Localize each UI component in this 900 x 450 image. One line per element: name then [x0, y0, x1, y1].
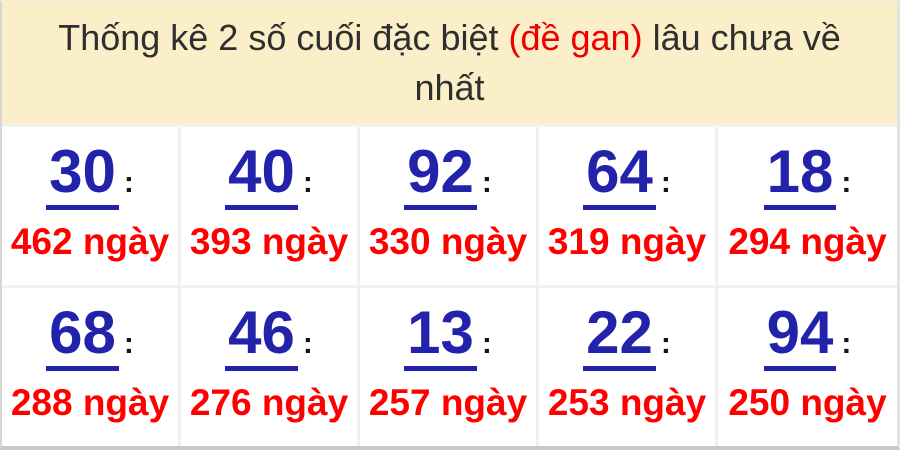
- number-row: 22 :: [583, 302, 671, 372]
- colon-separator: :: [123, 165, 134, 199]
- title-highlight-de-gan: (đề gan): [508, 17, 643, 58]
- panel-title: Thống kê 2 số cuối đặc biệt (đề gan) lâu…: [2, 2, 897, 124]
- number-row: 64 :: [583, 141, 671, 211]
- number-row: 46 :: [225, 302, 313, 372]
- colon-separator: :: [841, 326, 852, 360]
- title-text-end: lâu chưa về: [642, 17, 841, 58]
- number-row: 18 :: [763, 141, 852, 211]
- gan-cell: 68 : 288 ngày: [2, 285, 181, 446]
- colon-separator: :: [481, 165, 492, 199]
- colon-separator: :: [302, 326, 313, 360]
- number-row: 13 :: [404, 302, 492, 372]
- number-link[interactable]: 40: [225, 141, 298, 211]
- number-row: 30 :: [46, 141, 134, 211]
- days-count: 462 ngày: [10, 221, 170, 263]
- colon-separator: :: [481, 326, 492, 360]
- number-link[interactable]: 64: [583, 141, 656, 211]
- number-row: 40 :: [225, 141, 313, 211]
- days-count: 253 ngày: [547, 382, 707, 424]
- number-row: 92 :: [404, 141, 492, 211]
- colon-separator: :: [660, 165, 671, 199]
- number-link[interactable]: 22: [583, 302, 656, 372]
- days-count: 319 ngày: [547, 221, 707, 263]
- number-row: 94 :: [763, 302, 852, 372]
- days-count: 330 ngày: [368, 221, 528, 263]
- days-count: 288 ngày: [10, 382, 170, 424]
- colon-separator: :: [660, 326, 671, 360]
- days-count: 257 ngày: [368, 382, 528, 424]
- number-link[interactable]: 18: [763, 141, 837, 211]
- gan-cell: 18 : 294 ngày: [718, 124, 897, 285]
- gan-cell: 40 : 393 ngày: [181, 124, 360, 285]
- number-link[interactable]: 92: [404, 141, 477, 211]
- gan-cell: 13 : 257 ngày: [360, 285, 539, 446]
- number-link[interactable]: 13: [404, 302, 477, 372]
- days-count: 250 ngày: [728, 382, 887, 424]
- gan-cell: 92 : 330 ngày: [360, 124, 539, 285]
- days-count: 393 ngày: [189, 221, 349, 263]
- gan-numbers-grid: 30 : 462 ngày 40 : 393 ngày 92 : 330 ngà…: [2, 124, 897, 446]
- number-link[interactable]: 30: [46, 141, 119, 211]
- gan-cell: 30 : 462 ngày: [2, 124, 181, 285]
- gan-cell: 46 : 276 ngày: [181, 285, 360, 446]
- number-link[interactable]: 46: [225, 302, 298, 372]
- title-text-start: Thống kê 2 số cuối đặc biệt: [58, 17, 509, 58]
- title-text-line2: nhất: [414, 67, 485, 108]
- number-link[interactable]: 94: [763, 302, 837, 372]
- gan-cell: 94 : 250 ngày: [718, 285, 897, 446]
- days-count: 294 ngày: [728, 221, 887, 263]
- colon-separator: :: [123, 326, 134, 360]
- colon-separator: :: [841, 165, 852, 199]
- number-link[interactable]: 68: [46, 302, 119, 372]
- number-row: 68 :: [46, 302, 134, 372]
- colon-separator: :: [302, 165, 313, 199]
- gan-cell: 22 : 253 ngày: [539, 285, 718, 446]
- gan-cell: 64 : 319 ngày: [539, 124, 718, 285]
- days-count: 276 ngày: [189, 382, 349, 424]
